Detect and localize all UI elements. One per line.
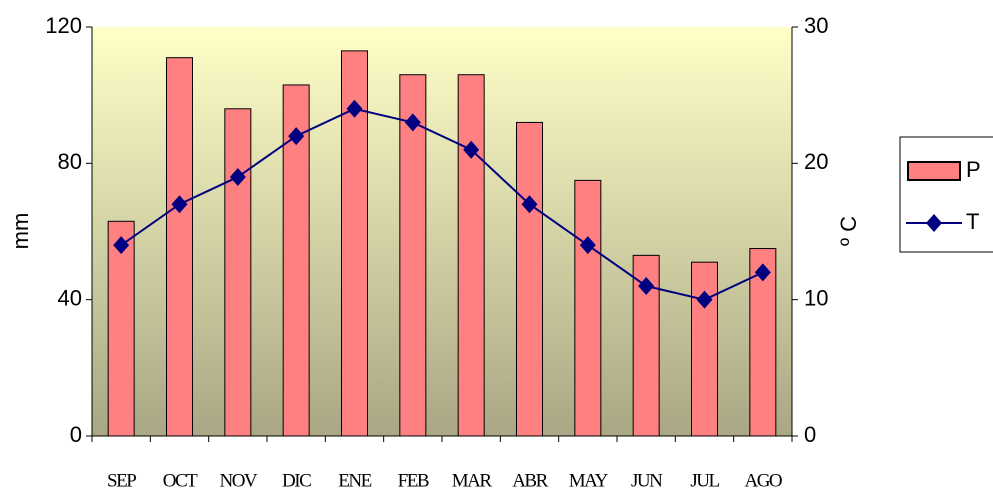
x-tick-label: MAY [569, 470, 609, 489]
y2-tick-label: 0 [804, 422, 816, 447]
x-tick-label: ENE [338, 470, 371, 489]
bar [107, 220, 135, 437]
plot-area [92, 27, 792, 436]
marker [463, 140, 480, 159]
x-tick-label: JUN [631, 470, 663, 489]
marker [638, 277, 655, 296]
y2-axis-label: º C [836, 216, 861, 246]
line [120, 107, 764, 301]
marker [521, 195, 538, 214]
marker [404, 113, 421, 132]
y2-tick-label: 30 [804, 13, 828, 38]
marker [696, 290, 713, 309]
x-tick-label: NOV [219, 470, 257, 489]
bar [399, 74, 427, 437]
bar [457, 74, 485, 437]
x-tick-label: ABR [512, 470, 548, 489]
marker [229, 167, 246, 186]
y2-tick-label: 20 [804, 149, 828, 174]
x-tick-label: OCT [163, 470, 198, 489]
marker [113, 236, 130, 255]
legend-marker [926, 214, 942, 232]
marker [288, 127, 305, 146]
y2-tick-label: 10 [804, 285, 828, 310]
bar [166, 57, 193, 437]
legend-label: T [966, 209, 979, 234]
legend-swatch [907, 161, 961, 181]
x-tick-label: MAR [452, 470, 493, 489]
x-tick-label: AGO [744, 470, 781, 489]
legend [899, 136, 993, 253]
y-tick-label: 120 [45, 13, 82, 38]
y-tick-label: 40 [58, 285, 82, 310]
bar [632, 254, 660, 437]
bar [691, 261, 718, 437]
marker [754, 263, 771, 282]
bar [574, 179, 602, 437]
x-tick-label: JUL [690, 470, 719, 489]
x-tick-label: SEP [107, 470, 136, 489]
bar [516, 121, 543, 437]
y-axis-label: mm [8, 213, 33, 250]
x-tick-label: FEB [398, 470, 429, 489]
marker [171, 195, 188, 214]
y-tick-label: 0 [70, 422, 82, 447]
y-tick-label: 80 [58, 149, 82, 174]
bar [224, 108, 252, 437]
x-tick-label: DIC [282, 470, 311, 489]
legend-label: P [966, 157, 981, 182]
marker [346, 99, 363, 118]
marker [579, 236, 596, 255]
